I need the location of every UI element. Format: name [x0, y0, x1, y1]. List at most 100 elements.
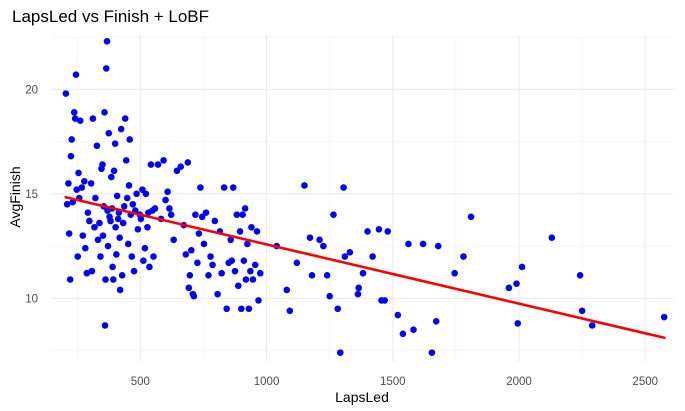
- data-point: [227, 236, 235, 244]
- data-point: [99, 232, 107, 239]
- data-point: [330, 211, 337, 219]
- data-point: [192, 211, 199, 219]
- data-point: [419, 240, 427, 248]
- y-tick-label: 10: [25, 293, 38, 305]
- data-point: [434, 242, 442, 250]
- data-point: [231, 267, 239, 275]
- data-point: [76, 117, 84, 124]
- data-point: [117, 125, 125, 133]
- data-point: [214, 290, 221, 298]
- data-point: [89, 115, 97, 122]
- data-point: [235, 282, 242, 290]
- data-point: [68, 136, 75, 143]
- data-point: [130, 267, 138, 275]
- data-point: [375, 226, 383, 233]
- data-point: [381, 297, 389, 304]
- data-point: [283, 286, 291, 294]
- data-point: [167, 211, 175, 219]
- data-point: [128, 253, 136, 260]
- data-point: [114, 215, 122, 223]
- data-point: [120, 203, 128, 210]
- data-point: [253, 228, 261, 235]
- data-point: [65, 230, 73, 237]
- x-axis-ticks: 500 1000 1500 2000 2500: [131, 376, 658, 388]
- data-point: [94, 236, 102, 244]
- data-point: [505, 284, 513, 292]
- data-point: [251, 261, 259, 269]
- data-point: [384, 228, 392, 235]
- data-point: [119, 219, 127, 227]
- x-tick-label: 1000: [254, 376, 280, 388]
- data-point: [92, 194, 99, 202]
- data-point: [197, 184, 204, 191]
- data-point: [133, 190, 140, 198]
- data-point: [190, 292, 198, 300]
- data-point: [65, 180, 72, 187]
- data-point: [62, 90, 70, 97]
- data-point: [154, 161, 162, 168]
- data-point: [467, 213, 475, 221]
- data-point: [109, 263, 116, 271]
- y-axis-ticks: 10 15 20: [25, 84, 38, 305]
- data-point: [293, 259, 301, 267]
- data-point: [134, 226, 142, 233]
- data-point: [369, 253, 376, 260]
- data-point: [205, 272, 212, 279]
- data-point: [83, 269, 91, 277]
- data-point: [137, 215, 145, 223]
- data-point: [129, 200, 137, 208]
- data-point: [141, 244, 149, 252]
- data-point: [245, 305, 253, 313]
- data-point: [118, 272, 126, 279]
- data-point: [460, 253, 467, 260]
- data-point: [113, 251, 120, 258]
- data-point: [405, 240, 412, 248]
- data-point: [256, 269, 264, 277]
- data-point: [255, 297, 262, 304]
- data-point: [340, 184, 347, 191]
- data-point: [162, 196, 169, 204]
- data-point: [104, 242, 112, 250]
- data-point: [102, 276, 109, 283]
- data-point: [576, 272, 584, 279]
- x-tick-label: 500: [131, 376, 150, 388]
- data-point: [286, 307, 294, 315]
- data-point: [202, 209, 210, 216]
- data-point: [451, 269, 458, 277]
- x-tick-label: 2000: [506, 376, 532, 388]
- data-point: [194, 259, 201, 267]
- data-point: [209, 261, 216, 269]
- x-axis-title: LapsLed: [335, 389, 389, 405]
- data-point: [72, 71, 80, 79]
- data-point: [548, 234, 556, 242]
- data-point: [410, 326, 417, 333]
- data-point: [111, 140, 119, 147]
- data-point: [301, 182, 308, 189]
- data-point: [73, 186, 81, 193]
- data-point: [248, 223, 255, 231]
- x-tick-label: 2500: [632, 376, 658, 388]
- y-tick-label: 15: [25, 189, 38, 201]
- data-point: [428, 349, 436, 356]
- data-point: [70, 109, 78, 116]
- data-point: [308, 272, 316, 279]
- data-point: [96, 219, 103, 227]
- data-point: [364, 228, 371, 235]
- data-point: [66, 276, 74, 283]
- data-point: [101, 322, 109, 329]
- data-point: [110, 167, 118, 175]
- trend-line: [64, 195, 666, 340]
- data-point: [578, 307, 586, 315]
- data-point: [93, 142, 101, 150]
- data-point: [88, 267, 96, 275]
- data-point: [186, 272, 194, 279]
- data-point: [218, 269, 225, 277]
- grid: [52, 35, 673, 361]
- data-point: [173, 167, 181, 175]
- data-point: [359, 269, 367, 277]
- data-point: [239, 211, 246, 219]
- data-point: [116, 286, 124, 294]
- data-point: [107, 217, 114, 225]
- data-point: [160, 157, 167, 164]
- data-point: [320, 242, 327, 250]
